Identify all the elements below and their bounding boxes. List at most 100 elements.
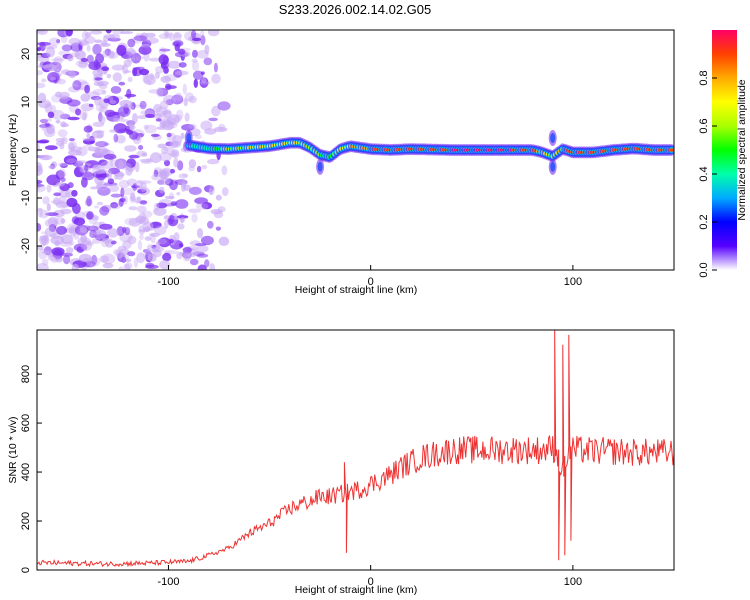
ridge-disturbance-core — [550, 161, 556, 172]
noise-blob — [61, 123, 70, 128]
noise-blob — [122, 226, 127, 233]
noise-blob — [66, 158, 77, 164]
noise-blob — [68, 138, 75, 142]
noise-blob — [141, 210, 153, 218]
noise-blob — [113, 133, 119, 143]
noise-blob — [73, 217, 86, 226]
noise-blob — [168, 32, 173, 36]
noise-blob — [44, 226, 58, 238]
noise-blob — [204, 128, 217, 135]
noise-blob — [68, 142, 76, 152]
noise-blob — [207, 158, 220, 165]
ridge-disturbance-core — [550, 133, 556, 143]
noise-blob — [37, 47, 41, 52]
noise-blob — [183, 97, 188, 107]
noise-blob — [123, 263, 131, 270]
noise-blob — [114, 172, 125, 177]
noise-blob — [118, 81, 126, 86]
noise-blob — [99, 255, 110, 263]
noise-blob — [132, 183, 138, 191]
noise-blob — [116, 134, 126, 144]
noise-blob — [51, 105, 56, 113]
noise-blob — [122, 64, 128, 75]
noise-blob — [112, 117, 120, 122]
noise-blob — [82, 112, 87, 121]
noise-blob — [178, 173, 189, 179]
noise-blob — [165, 83, 172, 91]
noise-blob — [58, 162, 68, 167]
noise-blob — [163, 95, 176, 105]
noise-blob — [149, 73, 155, 80]
noise-blob — [37, 82, 46, 89]
noise-blob — [168, 150, 178, 157]
noise-blob — [112, 72, 123, 83]
noise-blob — [182, 255, 192, 262]
noise-blob — [126, 55, 136, 63]
noise-blob — [132, 113, 138, 124]
noise-blob — [59, 195, 67, 204]
noise-blob — [181, 182, 186, 192]
spectrogram-x-tick-label: 100 — [564, 276, 582, 288]
spectrogram-x-tick-label: -100 — [157, 276, 179, 288]
noise-blob — [86, 256, 101, 267]
noise-blob — [155, 241, 161, 248]
noise-blob — [101, 253, 116, 265]
noise-blob — [98, 159, 108, 166]
noise-blob — [156, 87, 164, 97]
noise-blob — [167, 114, 180, 125]
noise-blob — [40, 209, 49, 219]
noise-blob — [83, 36, 96, 44]
snr-plot-area — [37, 330, 674, 570]
noise-blob — [120, 31, 134, 35]
noise-blob — [145, 264, 159, 269]
noise-blob — [39, 118, 48, 124]
noise-blob — [204, 259, 210, 268]
noise-blob — [109, 203, 121, 210]
noise-blob — [98, 84, 108, 90]
noise-blob — [171, 149, 180, 159]
noise-blob — [37, 70, 43, 76]
noise-blob — [107, 228, 119, 238]
noise-blob — [191, 58, 198, 63]
noise-blob — [144, 236, 152, 241]
noise-blob — [38, 248, 48, 260]
snr-x-tick-label: -100 — [157, 576, 179, 588]
noise-blob — [127, 76, 133, 83]
colorbar-tick-label: 0.2 — [698, 214, 710, 229]
noise-blob — [80, 240, 93, 252]
noise-blob — [176, 251, 183, 260]
noise-blob — [138, 45, 152, 55]
noise-blob — [68, 141, 78, 150]
noise-blob — [126, 88, 132, 99]
noise-blob — [53, 192, 62, 197]
noise-blob — [182, 83, 187, 95]
noise-blob — [207, 220, 214, 229]
noise-blob — [175, 199, 189, 209]
noise-blob — [95, 141, 109, 148]
noise-blob — [126, 158, 137, 168]
noise-blob — [60, 208, 72, 215]
noise-blob — [105, 30, 112, 34]
noise-blob — [192, 49, 198, 58]
ridge-disturbance-core — [317, 161, 323, 172]
noise-blob — [90, 30, 103, 35]
noise-blob — [79, 253, 92, 263]
spectrogram-y-label: Frequency (Hz) — [7, 114, 19, 186]
noise-blob — [201, 165, 208, 170]
noise-blob — [132, 67, 142, 77]
noise-blob — [50, 109, 65, 120]
noise-blob — [80, 166, 86, 173]
noise-blob — [128, 131, 139, 140]
noise-blob — [37, 64, 52, 69]
noise-blob — [191, 213, 198, 223]
noise-blob — [215, 226, 221, 231]
noise-blob — [86, 225, 99, 232]
noise-blob — [69, 240, 75, 245]
noise-blob — [45, 46, 56, 58]
noise-blob — [127, 251, 136, 257]
noise-blob — [126, 47, 136, 57]
noise-blob — [88, 103, 94, 108]
snr-line-group — [37, 330, 674, 568]
noise-blob — [67, 99, 81, 107]
noise-blob — [182, 246, 192, 254]
